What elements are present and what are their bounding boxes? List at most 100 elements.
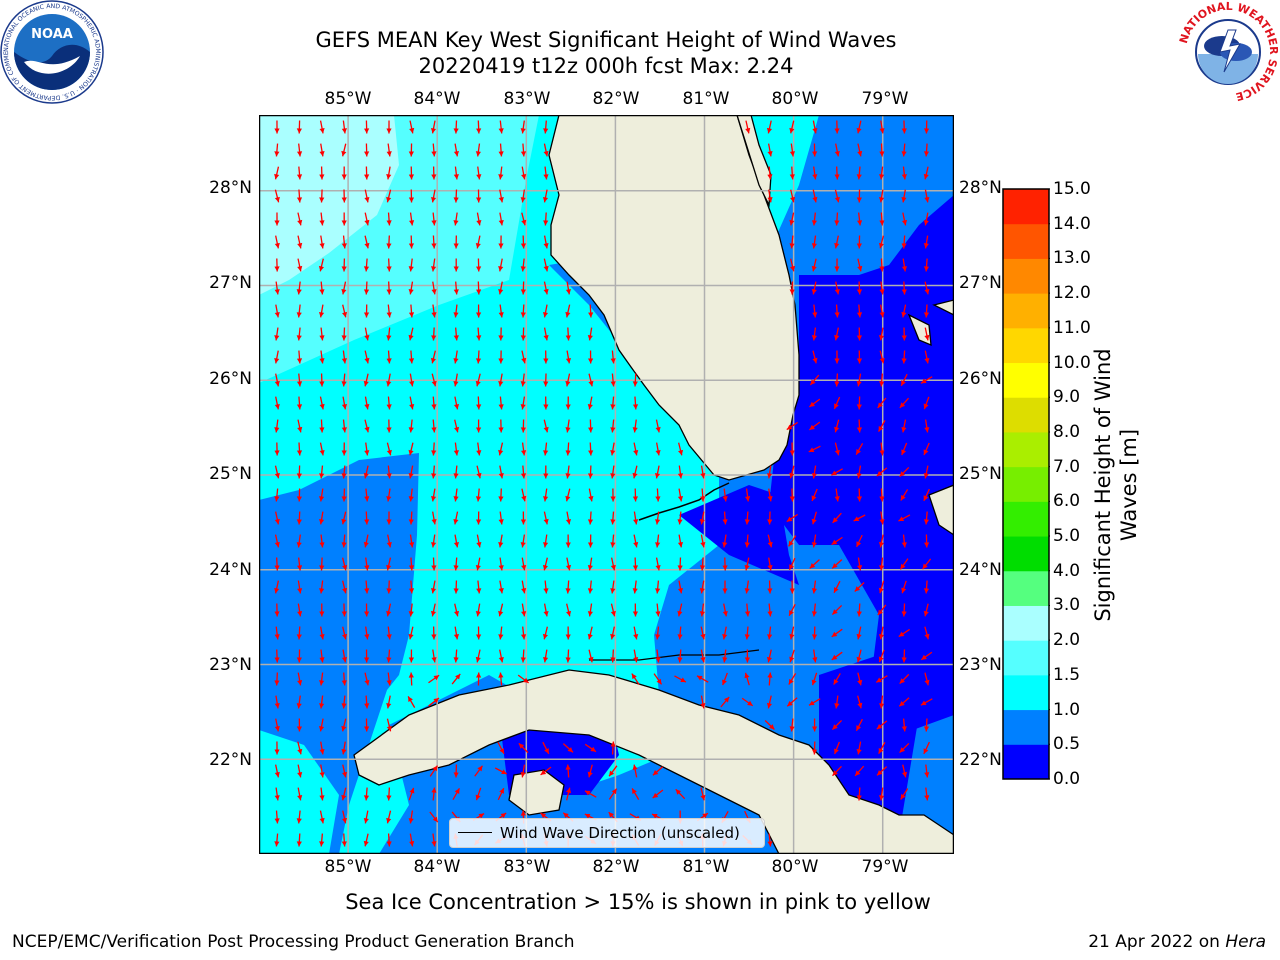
wave-direction-arrow xyxy=(789,235,795,249)
wave-direction-arrow xyxy=(498,143,504,157)
wave-direction-arrow xyxy=(296,488,302,502)
wave-direction-arrow xyxy=(386,327,392,341)
wave-direction-arrow xyxy=(789,120,795,134)
wave-direction-arrow xyxy=(274,143,280,157)
wave-direction-arrow xyxy=(274,557,280,571)
wave-direction-arrow xyxy=(878,580,885,594)
wave-direction-arrow xyxy=(386,672,392,686)
wave-direction-arrow xyxy=(319,603,325,617)
wave-direction-arrow xyxy=(811,488,818,502)
wave-direction-arrow xyxy=(678,442,684,456)
wave-direction-arrow xyxy=(789,465,795,479)
colorbar-swatch xyxy=(1003,466,1049,502)
footer-date-text: 21 Apr 2022 on xyxy=(1088,932,1226,952)
colorbar-tick-label: 8.0 xyxy=(1053,421,1081,442)
legend-line-swatch xyxy=(458,832,492,833)
wave-direction-arrow xyxy=(899,397,910,409)
wave-direction-arrow xyxy=(856,603,862,617)
wave-direction-arrow xyxy=(454,419,460,433)
wave-direction-arrow xyxy=(497,787,505,801)
wave-direction-arrow xyxy=(856,488,863,502)
chart-subtitle: 20220419 t12z 000h fcst Max: 2.24 xyxy=(418,54,794,78)
wave-direction-arrow xyxy=(543,511,549,525)
wave-direction-arrow xyxy=(856,327,863,341)
wave-direction-arrow xyxy=(475,488,482,502)
wave-direction-arrow xyxy=(319,465,325,479)
wave-direction-arrow xyxy=(520,764,526,778)
wave-direction-arrow xyxy=(408,626,414,640)
wave-direction-arrow xyxy=(274,603,280,617)
wave-direction-arrow xyxy=(632,373,638,387)
wave-direction-arrow xyxy=(878,534,885,548)
colorbar-swatch xyxy=(1003,536,1049,572)
wave-direction-arrow xyxy=(319,764,325,778)
wave-direction-arrow xyxy=(520,189,526,203)
wave-direction-arrow xyxy=(521,350,527,364)
wave-direction-arrow xyxy=(808,698,821,706)
cuba-landmass xyxy=(353,669,954,854)
wave-direction-arrow xyxy=(341,764,348,778)
wave-direction-arrow xyxy=(474,765,483,777)
wave-height-map xyxy=(259,115,954,854)
wave-direction-arrow xyxy=(453,258,459,272)
lat-label-left: 28°N xyxy=(209,178,252,198)
wave-direction-arrow xyxy=(476,534,482,548)
colorbar-swatch xyxy=(1003,674,1049,711)
wave-direction-arrow xyxy=(587,764,593,778)
wave-direction-arrow xyxy=(633,626,639,640)
wave-direction-arrow xyxy=(296,626,302,640)
wave-direction-arrow xyxy=(924,327,930,341)
wave-direction-arrow xyxy=(296,166,303,180)
wave-direction-arrow xyxy=(808,421,821,431)
wave-direction-arrow xyxy=(319,580,325,594)
wave-direction-arrow xyxy=(899,742,910,754)
wave-direction-arrow xyxy=(408,442,414,456)
wave-direction-arrow xyxy=(497,741,505,755)
colorbar-tick-label: 1.5 xyxy=(1053,664,1081,685)
wave-direction-arrow xyxy=(632,396,639,410)
wave-direction-arrow xyxy=(610,419,616,433)
wave-direction-arrow xyxy=(475,649,481,663)
wave-direction-arrow xyxy=(297,603,303,617)
wave-direction-arrow xyxy=(498,511,504,525)
wave-direction-arrow xyxy=(879,350,885,364)
wave-direction-arrow xyxy=(898,628,910,638)
wave-direction-arrow xyxy=(655,488,661,502)
colorbar-tick-label: 1.0 xyxy=(1053,699,1081,720)
wave-direction-arrow xyxy=(319,166,325,180)
wave-direction-arrow xyxy=(854,765,865,777)
wave-direction-arrow xyxy=(901,189,907,203)
wave-direction-arrow xyxy=(699,511,705,525)
wave-direction-arrow xyxy=(856,235,862,249)
wave-direction-arrow xyxy=(720,696,730,708)
wave-direction-arrow xyxy=(700,626,706,640)
wave-direction-arrow xyxy=(767,143,773,157)
wave-direction-arrow xyxy=(318,718,325,732)
wave-direction-arrow xyxy=(923,603,929,617)
wave-direction-arrow xyxy=(319,787,325,801)
wave-direction-arrow xyxy=(364,327,370,341)
wave-direction-arrow xyxy=(386,580,392,594)
wave-direction-arrow xyxy=(789,626,795,640)
wave-direction-arrow xyxy=(587,465,594,479)
wave-direction-arrow xyxy=(901,166,907,180)
wave-direction-arrow xyxy=(834,120,840,134)
wave-direction-arrow xyxy=(857,695,863,709)
wave-direction-arrow xyxy=(296,373,303,387)
bahamas-island xyxy=(907,313,932,347)
bahamas-island xyxy=(928,484,954,536)
wave-direction-arrow xyxy=(274,327,280,341)
wave-direction-arrow xyxy=(274,695,280,709)
wave-direction-arrow xyxy=(877,604,887,616)
isla-juventud xyxy=(508,769,565,816)
wave-direction-arrow xyxy=(386,120,392,134)
wave-direction-arrow xyxy=(608,788,618,800)
wave-direction-arrow xyxy=(476,442,482,456)
wave-direction-arrow xyxy=(453,396,460,410)
wave-direction-arrow xyxy=(587,327,593,341)
wave-direction-arrow xyxy=(767,626,773,640)
wave-direction-arrow xyxy=(364,557,370,571)
wave-direction-arrow xyxy=(767,603,773,617)
wave-direction-arrow xyxy=(923,580,930,594)
wave-direction-arrow xyxy=(408,511,414,525)
